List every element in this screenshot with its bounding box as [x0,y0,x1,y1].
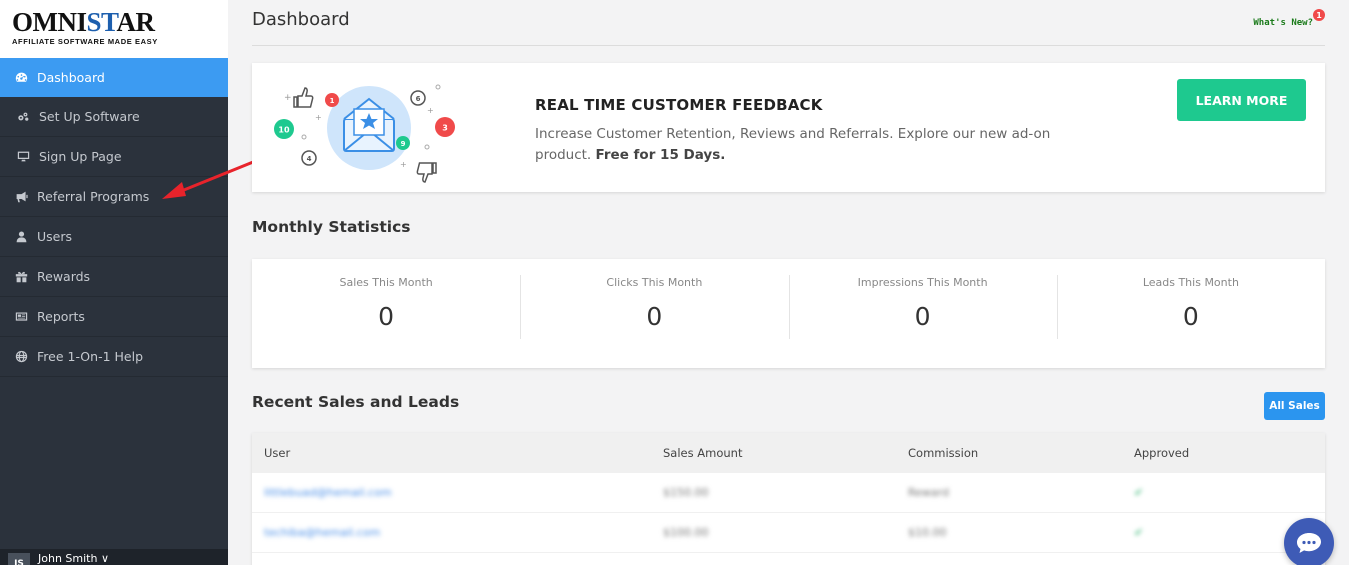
feedback-badge-count: 1 [330,97,335,105]
page-title: Dashboard [252,9,350,30]
feedback-badge-count: 3 [442,124,448,133]
svg-text:+: + [315,113,322,122]
sidebar-item-label: Free 1-On-1 Help [37,349,144,364]
recent-sales-title: Recent Sales and Leads [252,393,460,411]
globe-icon [13,349,29,365]
logo[interactable]: OMNISTAR AFFILIATE SOFTWARE MADE EASY [0,0,228,58]
stat-value: 0 [378,302,395,331]
row-user-link[interactable]: littlebuad@hemail.com [264,486,392,499]
stat-impressions: Impressions This Month 0 [788,259,1057,368]
stat-label: Sales This Month [339,276,433,289]
stat-value: 0 [914,302,931,331]
sidebar-nav: Dashboard Set Up Software Sign Up Page R… [0,58,228,377]
approved-check-icon: ✔ [1134,526,1144,539]
sidebar-item-label: Rewards [37,269,91,284]
column-header-commission[interactable]: Commission [908,446,979,460]
row-amount: $150.00 [663,486,709,499]
report-icon [13,309,29,325]
all-sales-button[interactable]: All Sales [1264,392,1325,420]
row-amount: $100.00 [663,526,709,539]
cogs-icon [13,109,33,125]
sidebar-item-label: Reports [37,309,85,324]
stat-sales: Sales This Month 0 [252,259,520,368]
table-header: User Sales Amount Commission Approved [252,433,1325,473]
gift-icon [13,269,29,285]
feedback-badge-count: 4 [307,155,312,163]
table-row: techiba@hemail.com $100.00 $10.00 ✔ [252,513,1325,553]
sidebar-item-help[interactable]: Free 1-On-1 Help [0,337,228,377]
feedback-illustration-icon: + + + + 1 6 3 10 4 9 [274,84,455,183]
sidebar-item-label: Set Up Software [39,109,140,124]
promo-title: REAL TIME CUSTOMER FEEDBACK [535,96,823,114]
user-name: John Smith ∨ [38,552,110,565]
sidebar-item-reports[interactable]: Reports [0,297,228,337]
stat-label: Clicks This Month [606,276,703,289]
sidebar-item-label: Referral Programs [37,189,150,204]
sidebar-item-label: Sign Up Page [39,149,122,164]
svg-text:+: + [427,106,434,115]
avatar: JS [8,553,30,565]
sidebar-item-setup-software[interactable]: Set Up Software [0,97,228,137]
bullhorn-icon [13,189,29,205]
sidebar-item-users[interactable]: Users [0,217,228,257]
column-header-user[interactable]: User [264,446,291,460]
stat-value: 0 [646,302,663,331]
notification-badge: 1 [1313,9,1325,21]
column-header-sales-amount[interactable]: Sales Amount [663,446,743,460]
stat-label: Leads This Month [1142,276,1239,289]
promo-card: + + + + 1 6 3 10 4 9 REAL TIME CUSTOMER … [252,63,1325,192]
table-row: littlebuad@hemail.com $150.00 Reward ✔ [252,473,1325,513]
monthly-stats-card: Sales This Month 0 Clicks This Month 0 I… [252,259,1325,368]
column-header-approved[interactable]: Approved [1134,446,1190,460]
feedback-badge-count: 9 [401,140,406,148]
whats-new-link[interactable]: What's New? [1253,18,1313,28]
desktop-icon [13,149,33,165]
sidebar-item-signup-page[interactable]: Sign Up Page [0,137,228,177]
svg-text:+: + [284,93,292,103]
monthly-stats-title: Monthly Statistics [252,218,411,236]
title-divider [252,45,1325,46]
promo-highlight: Free for 15 Days. [595,147,726,163]
sidebar-item-label: Dashboard [37,70,105,85]
stat-clicks: Clicks This Month 0 [520,259,788,368]
stat-value: 0 [1182,302,1199,331]
stat-label: Impressions This Month [857,276,988,289]
feedback-badge-count: 6 [416,95,421,103]
learn-more-button[interactable]: LEARN MORE [1177,79,1306,121]
user-icon [13,229,29,245]
svg-text:+: + [400,160,407,169]
sidebar: OMNISTAR AFFILIATE SOFTWARE MADE EASY Da… [0,0,228,565]
row-commission: Reward [908,486,949,499]
dashboard-icon [13,70,29,86]
main-content: Dashboard What's New? 1 + + + + [228,0,1349,565]
stat-leads: Leads This Month 0 [1056,259,1325,368]
chat-icon [1297,533,1321,553]
sidebar-item-rewards[interactable]: Rewards [0,257,228,297]
sidebar-item-dashboard[interactable]: Dashboard [0,58,228,97]
chat-button[interactable] [1284,518,1334,565]
user-menu[interactable]: JS John Smith ∨ [0,549,228,565]
feedback-badge-count: 10 [278,126,290,135]
sidebar-item-referral-programs[interactable]: Referral Programs [0,177,228,217]
recent-sales-table: User Sales Amount Commission Approved li… [252,433,1325,565]
approved-check-icon: ✔ [1134,486,1144,499]
promo-text: Increase Customer Retention, Reviews and… [535,126,1051,163]
row-user-link[interactable]: techiba@hemail.com [264,526,381,539]
logo-tagline: AFFILIATE SOFTWARE MADE EASY [12,37,158,46]
row-commission: $10.00 [908,526,947,539]
sidebar-item-label: Users [37,229,73,244]
